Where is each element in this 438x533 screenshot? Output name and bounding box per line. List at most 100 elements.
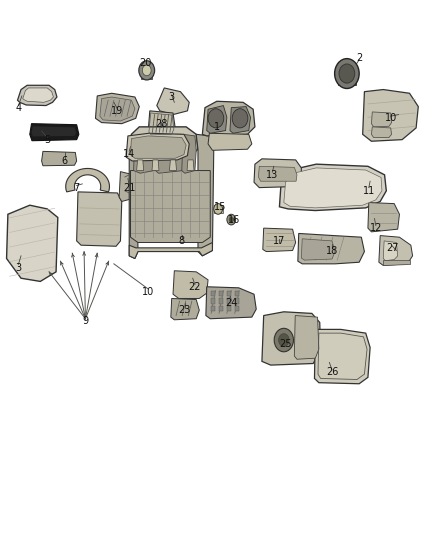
Circle shape — [229, 217, 233, 222]
Text: 3: 3 — [15, 263, 21, 272]
Polygon shape — [155, 134, 184, 173]
Text: 27: 27 — [386, 243, 398, 253]
Polygon shape — [314, 329, 370, 384]
Circle shape — [227, 214, 236, 225]
Polygon shape — [18, 85, 57, 106]
Polygon shape — [279, 164, 386, 211]
Polygon shape — [173, 271, 208, 298]
Polygon shape — [129, 127, 198, 156]
Polygon shape — [219, 298, 223, 304]
Text: 17: 17 — [273, 236, 286, 246]
Text: 1: 1 — [214, 122, 220, 132]
Polygon shape — [284, 168, 382, 208]
Polygon shape — [227, 298, 231, 304]
Polygon shape — [131, 136, 186, 158]
Polygon shape — [368, 203, 399, 232]
Polygon shape — [134, 134, 155, 173]
Circle shape — [274, 328, 293, 352]
Polygon shape — [263, 228, 296, 252]
Text: 8: 8 — [179, 236, 185, 246]
Polygon shape — [126, 133, 189, 161]
Polygon shape — [383, 241, 398, 261]
Polygon shape — [211, 306, 215, 311]
Polygon shape — [141, 70, 152, 79]
Polygon shape — [235, 291, 239, 296]
Polygon shape — [262, 312, 321, 365]
Text: 23: 23 — [179, 305, 191, 315]
Text: 18: 18 — [326, 246, 338, 255]
Text: 24: 24 — [225, 298, 237, 308]
Text: 15: 15 — [214, 202, 226, 212]
Text: 21: 21 — [123, 183, 135, 192]
Polygon shape — [32, 126, 76, 136]
Circle shape — [232, 109, 248, 128]
Polygon shape — [77, 192, 122, 246]
Polygon shape — [30, 124, 79, 141]
Polygon shape — [129, 149, 138, 259]
Text: 11: 11 — [363, 186, 375, 196]
Circle shape — [142, 65, 151, 76]
Polygon shape — [119, 172, 137, 201]
Polygon shape — [338, 74, 356, 85]
Circle shape — [279, 334, 289, 346]
Polygon shape — [363, 90, 418, 141]
Polygon shape — [170, 160, 177, 171]
Polygon shape — [206, 287, 256, 319]
Polygon shape — [235, 298, 239, 304]
Text: 5: 5 — [44, 135, 50, 144]
Circle shape — [139, 61, 155, 80]
Polygon shape — [137, 160, 144, 171]
Text: 16: 16 — [228, 215, 240, 224]
Text: 28: 28 — [155, 119, 167, 128]
Polygon shape — [294, 316, 319, 359]
Polygon shape — [379, 236, 413, 265]
Text: 22: 22 — [189, 282, 201, 292]
Polygon shape — [208, 133, 252, 150]
Polygon shape — [371, 112, 392, 127]
Polygon shape — [227, 291, 231, 296]
Text: 26: 26 — [326, 367, 338, 377]
Polygon shape — [100, 97, 135, 121]
Polygon shape — [157, 88, 189, 115]
Text: 10: 10 — [385, 114, 397, 123]
Polygon shape — [254, 159, 301, 188]
Polygon shape — [235, 306, 239, 311]
Polygon shape — [211, 298, 215, 304]
Polygon shape — [187, 160, 194, 171]
Text: 20: 20 — [139, 58, 152, 68]
Polygon shape — [230, 107, 251, 133]
Circle shape — [339, 64, 355, 83]
Polygon shape — [7, 205, 58, 281]
Polygon shape — [214, 205, 223, 213]
Text: 25: 25 — [279, 339, 292, 349]
Polygon shape — [171, 298, 199, 320]
Text: 4: 4 — [15, 103, 21, 112]
Text: 13: 13 — [266, 170, 279, 180]
Polygon shape — [301, 239, 335, 260]
Text: 3: 3 — [169, 92, 175, 102]
Polygon shape — [207, 106, 227, 133]
Polygon shape — [148, 111, 175, 136]
Polygon shape — [182, 134, 196, 173]
Circle shape — [214, 204, 223, 214]
Polygon shape — [131, 171, 210, 243]
Polygon shape — [66, 168, 110, 192]
Text: 12: 12 — [370, 223, 382, 233]
Polygon shape — [152, 160, 159, 171]
Polygon shape — [202, 101, 255, 136]
Polygon shape — [371, 127, 392, 138]
Polygon shape — [227, 306, 231, 311]
Polygon shape — [219, 291, 223, 296]
Polygon shape — [211, 291, 215, 296]
Text: 7: 7 — [74, 183, 80, 192]
Circle shape — [208, 109, 224, 128]
Text: 14: 14 — [123, 149, 135, 158]
Polygon shape — [258, 166, 297, 181]
Polygon shape — [42, 151, 77, 166]
Text: 19: 19 — [111, 106, 124, 116]
Text: 9: 9 — [82, 316, 88, 326]
Polygon shape — [383, 260, 410, 265]
Text: 2: 2 — [356, 53, 362, 62]
Polygon shape — [95, 93, 139, 124]
Polygon shape — [219, 306, 223, 311]
